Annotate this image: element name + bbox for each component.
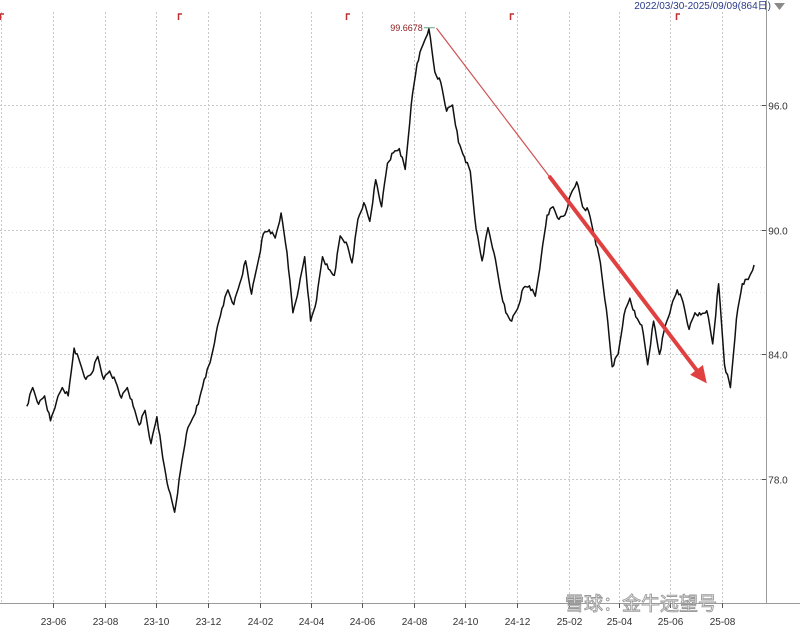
date-range-label: 2022/03/30-2025/09/09(864日)	[634, 1, 771, 12]
x-tick-label: 23-06	[41, 617, 67, 628]
top-marker	[345, 13, 350, 20]
trend-arrow-group	[423, 27, 707, 384]
y-tick-label: 84.0	[768, 351, 788, 362]
top-marker	[509, 13, 514, 20]
y-tick-label: 96.0	[768, 102, 788, 113]
x-tick-label: 23-12	[196, 617, 222, 628]
x-tick-label: 24-06	[350, 617, 376, 628]
x-tick-label: 24-02	[248, 617, 274, 628]
x-tick-label: 24-08	[402, 617, 428, 628]
trend-arrow-thick-segment	[548, 175, 699, 372]
x-tick-label: 25-02	[557, 617, 583, 628]
x-tick-label: 23-10	[144, 617, 170, 628]
x-axis-ticks: 23-06 23-08 23-10 23-12 24-02 24-04 24-06 24-08…	[41, 603, 736, 628]
y-tick-label: 90.0	[768, 227, 788, 238]
top-marker	[675, 13, 680, 20]
x-tick-label: 23-08	[93, 617, 119, 628]
x-tick-label: 24-04	[299, 617, 325, 628]
x-tick-label: 25-08	[710, 617, 736, 628]
series-line-group	[26, 28, 755, 513]
trend-arrow-head	[690, 365, 707, 384]
dropdown-triangle-icon[interactable]	[774, 3, 785, 10]
x-tick-label: 24-12	[505, 617, 531, 628]
watermark-text: 雪球：金牛远望号	[565, 593, 717, 615]
top-marker	[0, 13, 4, 20]
x-tick-label: 25-06	[658, 617, 684, 628]
top-marks	[0, 13, 680, 20]
x-tick-label: 25-04	[607, 617, 633, 628]
y-tick-label: 78.0	[768, 476, 788, 487]
x-tick-label: 24-10	[453, 617, 479, 628]
trend-arrow-thin-segment	[436, 27, 551, 178]
price-series-line	[26, 28, 755, 513]
peak-value-label: 99.6678	[390, 23, 423, 33]
y-axis-ticks: 96.0 90.0 84.0 78.0	[762, 102, 788, 487]
grid-lines	[0, 0, 800, 604]
top-marker	[177, 13, 182, 20]
